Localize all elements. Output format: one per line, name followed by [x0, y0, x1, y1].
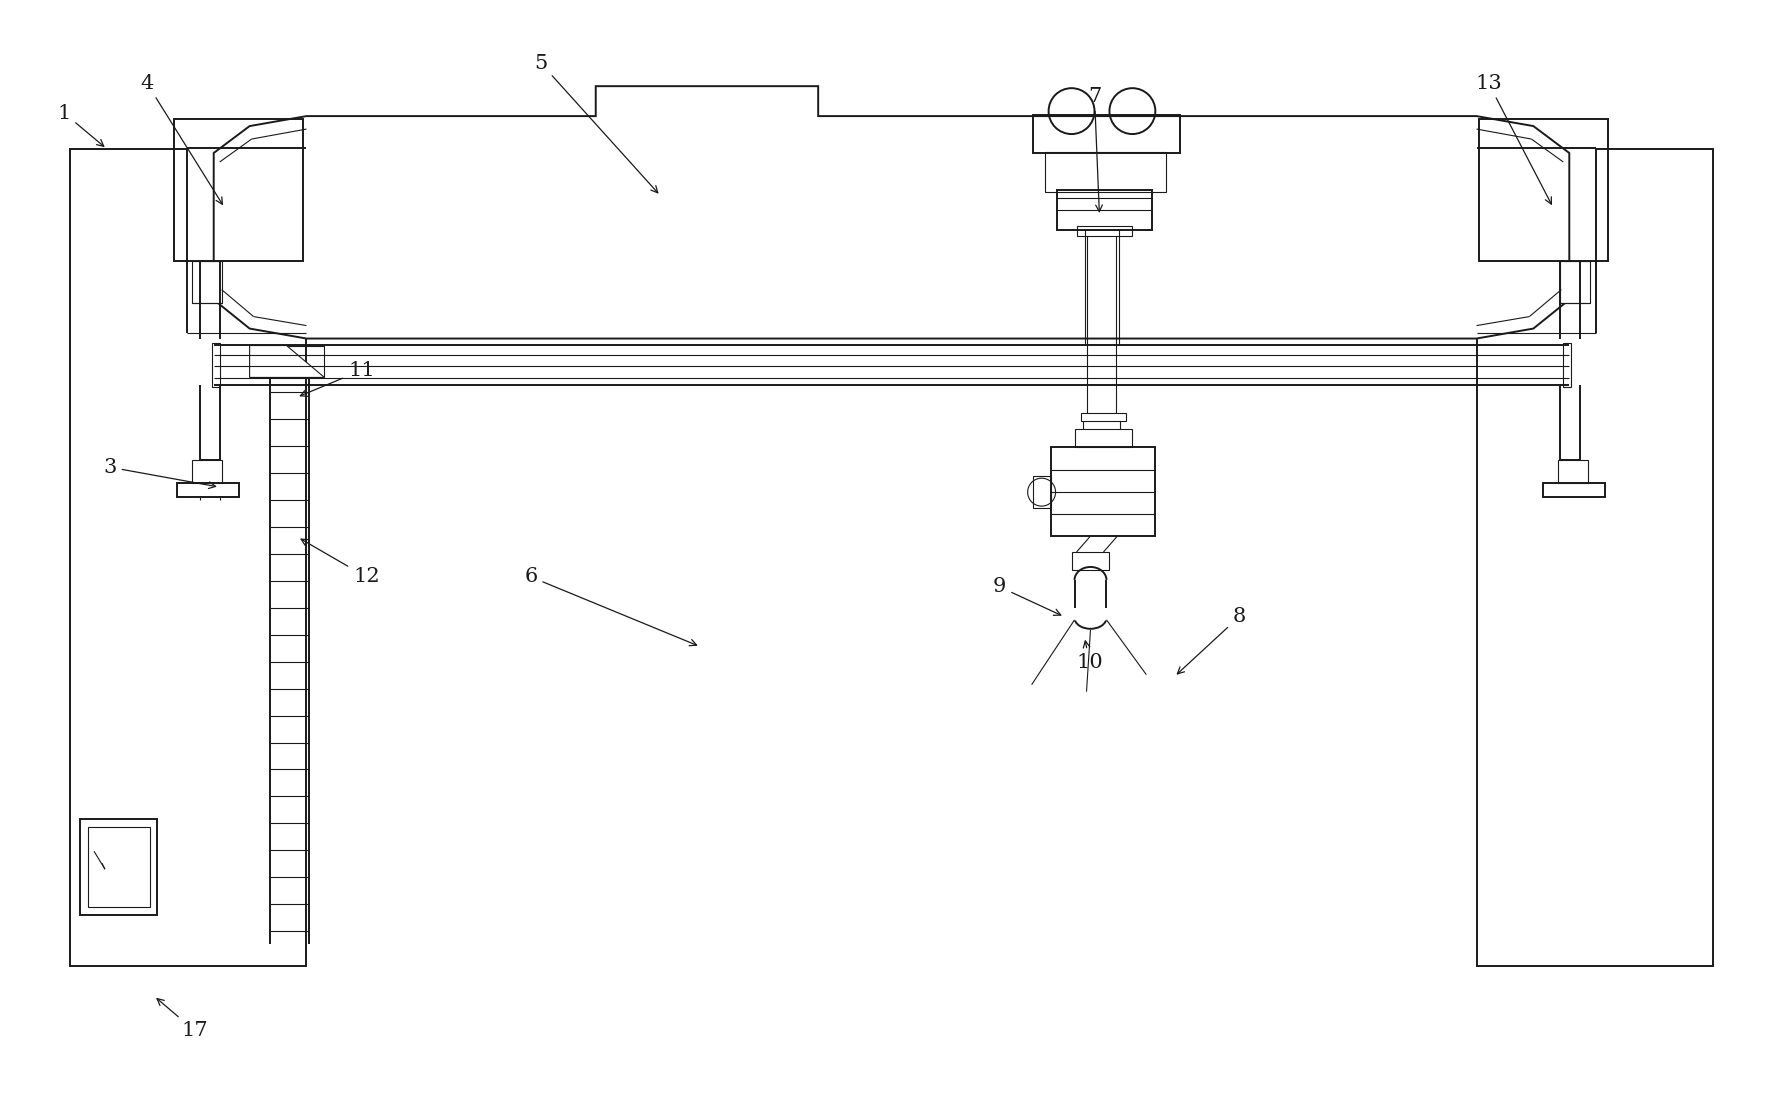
Bar	[1076, 226, 1132, 236]
Bar	[1057, 190, 1151, 230]
Bar	[80, 819, 157, 915]
Text: 17: 17	[157, 999, 208, 1041]
Polygon shape	[1475, 148, 1595, 332]
Bar	[1563, 342, 1570, 387]
Bar	[176, 483, 239, 497]
Bar	[1557, 461, 1588, 483]
Text: 3: 3	[103, 457, 216, 488]
Bar	[1044, 152, 1165, 192]
Bar	[1559, 261, 1590, 302]
Bar	[87, 827, 150, 907]
Text: 7: 7	[1087, 86, 1101, 211]
Text: 5: 5	[535, 54, 658, 193]
Bar	[1075, 430, 1132, 447]
Bar	[192, 261, 221, 302]
Text: 4: 4	[141, 74, 223, 205]
Polygon shape	[214, 86, 1568, 339]
Bar	[173, 120, 303, 261]
Bar	[249, 345, 324, 377]
Text: 6: 6	[524, 568, 697, 645]
Bar	[192, 461, 221, 483]
Bar	[212, 342, 219, 387]
Polygon shape	[249, 345, 324, 377]
Bar	[69, 149, 307, 966]
Text: 11: 11	[299, 361, 374, 396]
Text: 9: 9	[993, 578, 1060, 615]
Bar	[1071, 552, 1108, 570]
Text: 12: 12	[301, 539, 380, 587]
Bar	[1477, 120, 1607, 261]
Bar	[1032, 476, 1050, 508]
Bar	[1543, 483, 1604, 497]
Text: 13: 13	[1474, 74, 1550, 204]
Polygon shape	[187, 148, 307, 332]
Text: 10: 10	[1076, 641, 1103, 672]
Text: 8: 8	[1176, 608, 1246, 674]
Text: 1: 1	[57, 104, 103, 146]
Bar	[1050, 447, 1155, 536]
Bar	[1032, 115, 1180, 153]
Bar	[1475, 149, 1713, 966]
Bar	[1080, 413, 1126, 422]
